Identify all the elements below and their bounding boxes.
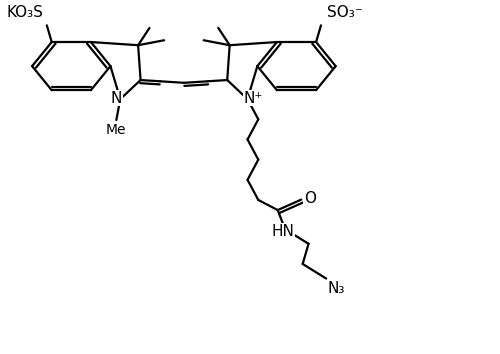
Text: O: O (304, 191, 316, 206)
Text: SO₃⁻: SO₃⁻ (326, 5, 362, 19)
Text: N: N (110, 91, 122, 105)
Text: HN: HN (271, 224, 294, 239)
Text: KO₃S: KO₃S (6, 5, 43, 19)
Text: N₃: N₃ (328, 281, 344, 297)
Text: N⁺: N⁺ (244, 91, 263, 105)
Text: Me: Me (106, 124, 126, 137)
